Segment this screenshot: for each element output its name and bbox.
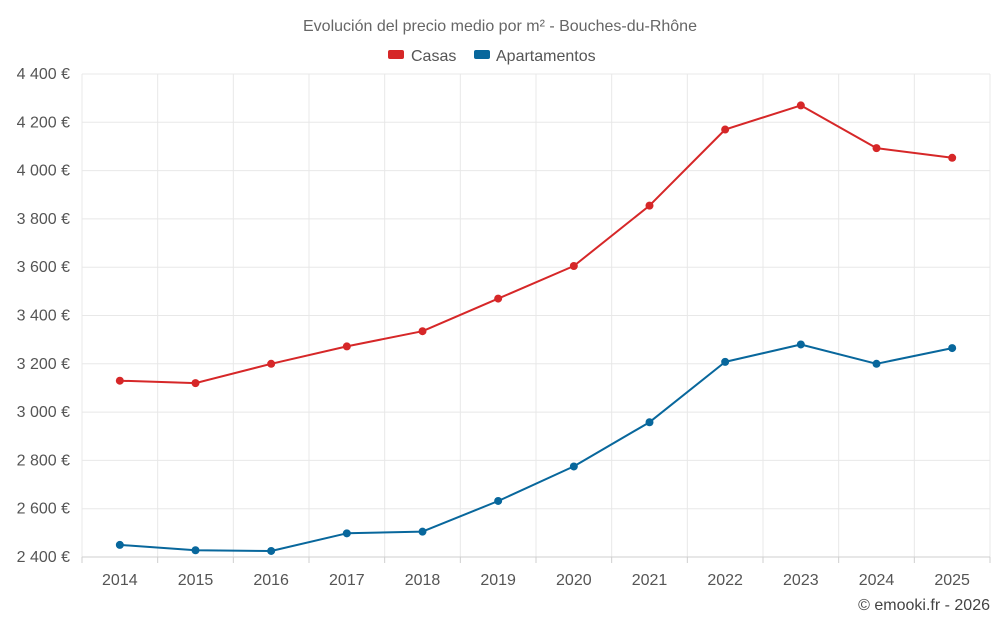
data-point-casas[interactable] (796, 101, 805, 110)
y-tick-label: 3 600 € (17, 259, 70, 276)
x-tick-label: 2018 (405, 572, 441, 589)
y-tick-label: 2 600 € (17, 501, 70, 518)
data-point-casas[interactable] (721, 125, 730, 134)
x-tick-label: 2025 (934, 572, 970, 589)
x-tick-label: 2020 (556, 572, 592, 589)
legend-label-casas: Casas (411, 48, 456, 65)
series-casas (115, 101, 957, 388)
chart-credit: © emooki.fr - 2026 (858, 597, 990, 614)
data-point-casas[interactable] (342, 342, 351, 351)
data-point-apartamentos[interactable] (267, 546, 276, 555)
x-tick-label: 2014 (102, 572, 138, 589)
data-point-apartamentos[interactable] (494, 496, 503, 505)
legend-swatch-casas (388, 50, 404, 59)
data-point-casas[interactable] (418, 327, 427, 336)
grid-layer (81, 73, 991, 558)
data-point-apartamentos[interactable] (418, 527, 427, 536)
x-tick-label: 2023 (783, 572, 819, 589)
y-tick-label: 3 400 € (17, 308, 70, 325)
legend-item-apartamentos[interactable]: Apartamentos (474, 48, 596, 65)
y-tick-label: 4 000 € (17, 163, 70, 180)
data-point-apartamentos[interactable] (721, 357, 730, 366)
data-point-apartamentos[interactable] (948, 344, 957, 353)
x-tick-label: 2015 (178, 572, 214, 589)
y-tick-label: 4 400 € (17, 66, 70, 83)
series-apartamentos (115, 340, 957, 555)
data-point-casas[interactable] (948, 153, 957, 162)
data-point-casas[interactable] (872, 144, 881, 153)
data-point-apartamentos[interactable] (872, 359, 881, 368)
x-tick-label: 2022 (707, 572, 743, 589)
data-point-apartamentos[interactable] (645, 418, 654, 427)
data-point-apartamentos[interactable] (796, 340, 805, 349)
data-point-casas[interactable] (115, 376, 124, 385)
x-tick-label: 2024 (859, 572, 895, 589)
legend-swatch-apartamentos (474, 50, 490, 59)
y-tick-label: 2 800 € (17, 452, 70, 469)
y-tick-label: 3 000 € (17, 404, 70, 421)
data-point-apartamentos[interactable] (342, 529, 351, 538)
series-layer (115, 101, 957, 555)
y-tick-label: 3 200 € (17, 356, 70, 373)
y-tick-label: 4 200 € (17, 114, 70, 131)
y-tick-label: 2 400 € (17, 549, 70, 566)
data-point-casas[interactable] (267, 359, 276, 368)
data-point-apartamentos[interactable] (115, 540, 124, 549)
x-tick-label: 2017 (329, 572, 365, 589)
legend-label-apartamentos: Apartamentos (496, 48, 596, 65)
data-point-apartamentos[interactable] (569, 462, 578, 471)
data-point-casas[interactable] (645, 201, 654, 210)
legend-item-casas[interactable]: Casas (388, 48, 456, 65)
data-point-apartamentos[interactable] (191, 546, 200, 555)
axis-layer: 2 400 € 2 600 € 2 800 € 3 000 € 3 200 € 3 400… (17, 66, 991, 589)
series-line-casas (119, 104, 953, 385)
series-line-apartamentos (119, 343, 953, 552)
chart-title: Evolución del precio medio por m² - Bouc… (303, 18, 697, 35)
legend: Casas Apartamentos (388, 48, 596, 65)
data-point-casas[interactable] (569, 261, 578, 270)
x-tick-label: 2021 (632, 572, 668, 589)
data-point-casas[interactable] (494, 294, 503, 303)
x-tick-label: 2016 (253, 572, 289, 589)
data-point-casas[interactable] (191, 379, 200, 388)
y-tick-label: 3 800 € (17, 211, 70, 228)
x-tick-label: 2019 (480, 572, 516, 589)
